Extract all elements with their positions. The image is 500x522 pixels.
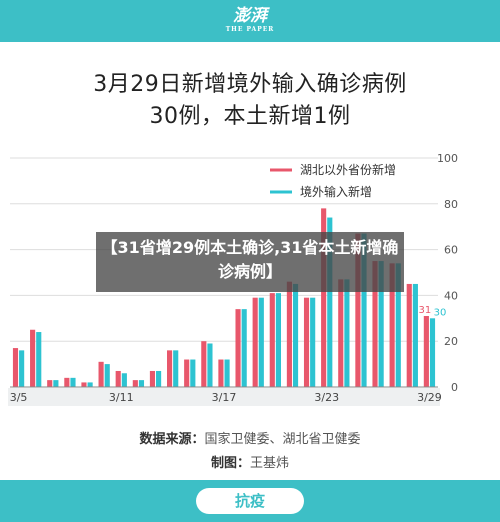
bar-series-2 bbox=[173, 350, 179, 387]
bar-series-2 bbox=[121, 373, 127, 387]
bar-series-2 bbox=[156, 370, 162, 387]
logo-subtext: THE PAPER bbox=[225, 26, 275, 33]
bar-series-2 bbox=[378, 261, 384, 387]
bar-series-1 bbox=[372, 261, 378, 387]
y-tick-label: 60 bbox=[444, 244, 458, 257]
logo-text: 澎湃 bbox=[233, 6, 267, 26]
chart-author-label: 制图： bbox=[210, 456, 250, 471]
bar-series-1 bbox=[252, 297, 258, 387]
bar-series-2 bbox=[138, 380, 145, 387]
bar-series-1 bbox=[64, 377, 70, 387]
data-label: 30 bbox=[434, 307, 447, 318]
bar-series-2 bbox=[361, 233, 367, 387]
bar-series-1 bbox=[81, 382, 87, 387]
x-tick-label: 3/23 bbox=[314, 391, 339, 404]
bar-series-2 bbox=[241, 309, 247, 387]
bar-series-1 bbox=[12, 348, 19, 387]
bar-series-2 bbox=[53, 380, 59, 387]
bar-series-1 bbox=[201, 341, 207, 387]
data-source-label: 数据来源： bbox=[139, 432, 205, 447]
x-axis-band bbox=[8, 388, 440, 406]
headline-line-2: 30例，本土新增1例 bbox=[149, 104, 351, 129]
chart-author-value: 王基炜 bbox=[250, 456, 290, 471]
headline-overlay: 【31省增29例本土确诊,31省本土新增确诊病例】 bbox=[96, 232, 404, 292]
bar-series-2 bbox=[87, 382, 93, 387]
bar-series-2 bbox=[36, 332, 42, 387]
bar-series-2 bbox=[104, 364, 110, 387]
x-tick-label: 3/11 bbox=[109, 391, 134, 404]
bar-series-1 bbox=[355, 233, 361, 387]
bar-series-2 bbox=[190, 359, 196, 387]
brand-logo: 澎湃 THE PAPER bbox=[218, 6, 282, 36]
y-tick-label: 20 bbox=[444, 335, 458, 348]
bar-series-2 bbox=[395, 263, 401, 387]
x-tick-label: 3/5 bbox=[10, 391, 28, 404]
bar-series-1 bbox=[98, 361, 104, 387]
bar-series-2 bbox=[429, 318, 436, 387]
top-band bbox=[0, 0, 500, 42]
bar-series-1 bbox=[406, 283, 412, 387]
bar-series-2 bbox=[344, 279, 350, 387]
y-tick-label: 100 bbox=[437, 152, 458, 165]
headline-line-1: 3月29日新增境外输入确诊病例 bbox=[93, 72, 407, 97]
bar-series-2 bbox=[224, 359, 230, 387]
bar-series-1 bbox=[423, 316, 429, 387]
bar-series-1 bbox=[184, 359, 190, 387]
bar-series-1 bbox=[115, 370, 121, 387]
x-tick-label: 3/29 bbox=[417, 391, 442, 404]
bar-series-2 bbox=[310, 297, 316, 387]
bar-series-1 bbox=[218, 359, 224, 387]
bar-series-2 bbox=[412, 283, 418, 387]
bar-series-2 bbox=[19, 350, 25, 387]
bar-series-1 bbox=[321, 208, 327, 387]
bar-series-1 bbox=[132, 380, 138, 387]
bar-series-2 bbox=[327, 217, 333, 387]
y-tick-label: 40 bbox=[444, 289, 458, 302]
chart-author: 制图：王基炜 bbox=[0, 452, 500, 471]
legend-label: 湖北以外省份新增 bbox=[300, 162, 396, 177]
bar-series-2 bbox=[207, 343, 213, 387]
data-source-value: 国家卫健委、湖北省卫健委 bbox=[204, 432, 361, 447]
bar-series-1 bbox=[389, 263, 395, 387]
y-tick-label: 0 bbox=[451, 381, 458, 394]
bar-series-1 bbox=[338, 279, 344, 387]
x-tick-label: 3/17 bbox=[212, 391, 237, 404]
bar-series-1 bbox=[286, 281, 292, 387]
bar-series-1 bbox=[303, 297, 310, 387]
bar-series-1 bbox=[30, 329, 36, 387]
bar-series-2 bbox=[292, 283, 299, 387]
bar-chart: 0 20 40 60 80 100 3/5 3/11 3/17 3/23 3/29 31 30 湖北以外省… bbox=[8, 152, 458, 406]
bar-series-1 bbox=[167, 350, 173, 387]
data-source: 数据来源：国家卫健委、湖北省卫健委 bbox=[0, 428, 500, 447]
bar-series-2 bbox=[275, 293, 281, 387]
legend-label: 境外输入新增 bbox=[300, 184, 372, 199]
data-label: 31 bbox=[419, 305, 432, 316]
footer-tag: 抗疫 bbox=[196, 488, 304, 514]
bar-series-1 bbox=[149, 370, 156, 387]
bar-series-1 bbox=[269, 293, 275, 387]
y-tick-label: 80 bbox=[444, 198, 458, 211]
bar-series-1 bbox=[47, 380, 53, 387]
bar-series-1 bbox=[235, 309, 241, 387]
bar-series-2 bbox=[70, 377, 76, 387]
bar-series-2 bbox=[258, 297, 264, 387]
